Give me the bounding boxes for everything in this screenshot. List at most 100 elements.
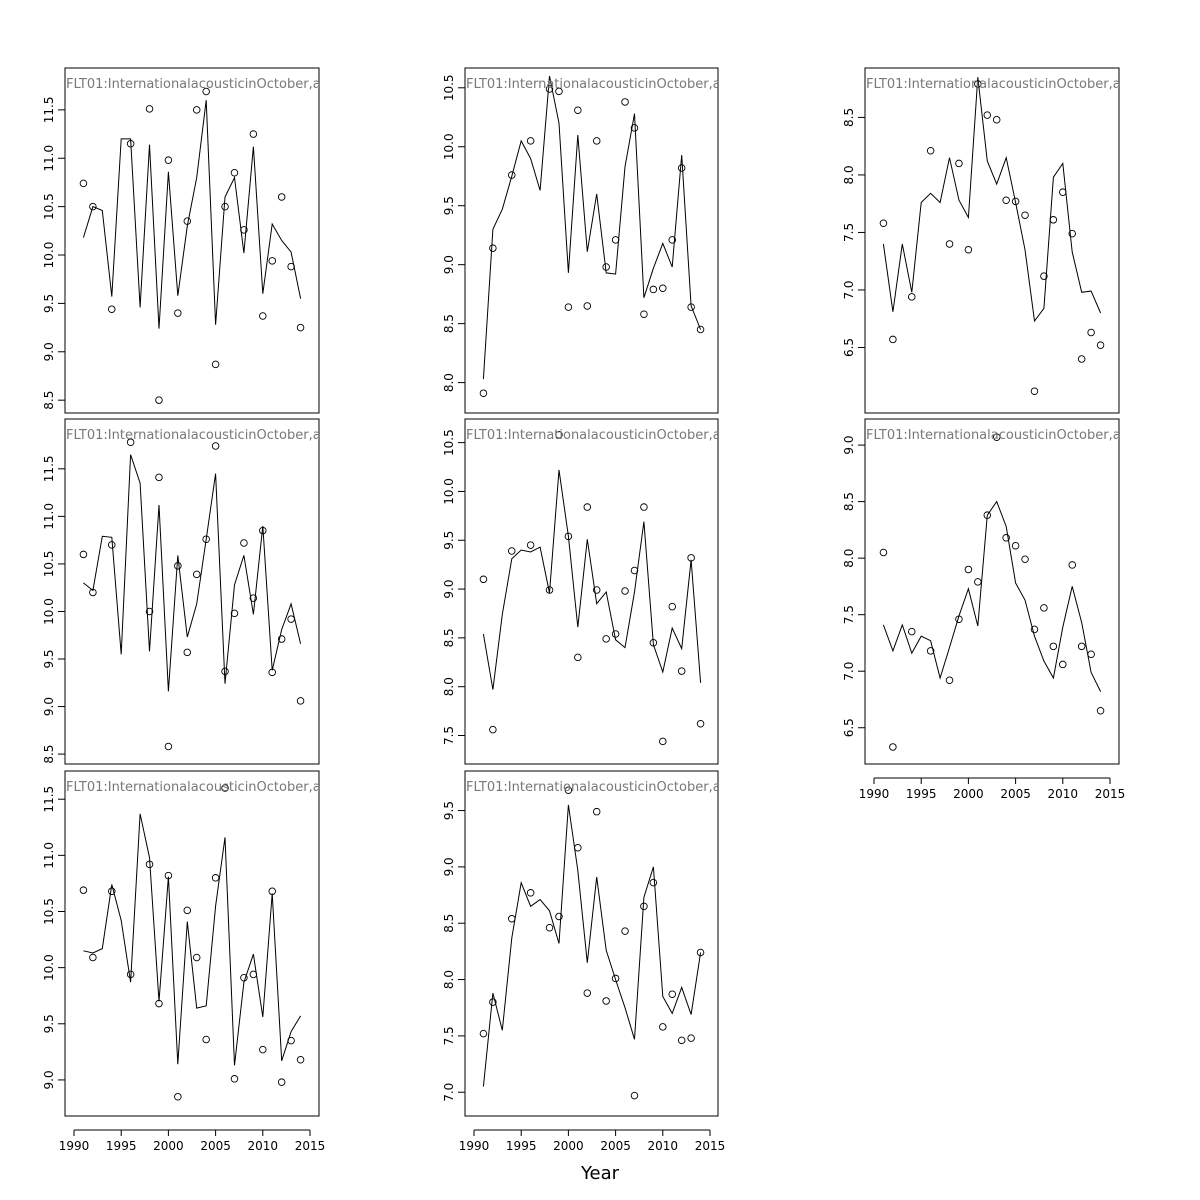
observed-point bbox=[668, 990, 676, 998]
observed-point bbox=[89, 588, 97, 597]
observed-point bbox=[668, 236, 676, 244]
x-tick-label: 2015 bbox=[295, 1139, 326, 1153]
panel-c: 6.5 7.0 7.5 8.0 8.5 FLT01:Internationalacoust… bbox=[842, 67, 1129, 414]
y-tick-label: 11.5 bbox=[42, 97, 56, 124]
y-tick-label: 8.0 bbox=[842, 165, 856, 184]
y-tick-label: 8.5 bbox=[842, 492, 856, 511]
y-tick-label: 8.5 bbox=[842, 108, 856, 127]
y-tick-label: 9.5 bbox=[42, 1014, 56, 1033]
x-tick-label: 2015 bbox=[695, 1139, 726, 1153]
observed-point bbox=[211, 442, 220, 450]
observed-point bbox=[240, 973, 248, 982]
observed-point bbox=[108, 541, 116, 549]
observed-point bbox=[202, 535, 210, 543]
observed-point bbox=[489, 244, 497, 252]
observed-point bbox=[583, 302, 592, 310]
observed-point bbox=[183, 217, 192, 225]
panel-d: 8.5 9.0 9.5 10.0 10.5 11.0 11.5 FLT01:Internati… bbox=[42, 418, 320, 765]
observed-point bbox=[889, 743, 897, 751]
y-tick-label: 8.5 bbox=[442, 628, 456, 647]
y-tick-label: 8.0 bbox=[842, 549, 856, 568]
observed-point bbox=[564, 786, 573, 795]
observed-point bbox=[296, 697, 305, 705]
observed-point bbox=[268, 668, 276, 677]
panel-frame bbox=[64, 418, 320, 765]
observed-point bbox=[1002, 534, 1010, 542]
y-tick-label: 9.0 bbox=[442, 857, 456, 876]
fitted-line bbox=[482, 804, 702, 1087]
observed-point bbox=[164, 871, 173, 880]
panel-title: FLT01:InternationalacousticinOctober,ag bbox=[466, 77, 729, 92]
observed-point bbox=[696, 325, 705, 334]
observed-point bbox=[574, 843, 582, 852]
y-tick-label: 8.5 bbox=[442, 314, 456, 333]
y-tick-label: 8.5 bbox=[442, 914, 456, 933]
fitted-line bbox=[83, 454, 302, 692]
observed-point bbox=[268, 887, 276, 896]
x-tick-label: 1995 bbox=[506, 1139, 537, 1153]
observed-point bbox=[1077, 355, 1086, 363]
observed-point bbox=[145, 860, 154, 869]
panel-title: FLT01:InternationalacousticinOctober,ag bbox=[866, 77, 1129, 92]
observed-point bbox=[230, 609, 239, 618]
observed-point bbox=[526, 541, 535, 549]
observed-point bbox=[964, 565, 973, 574]
observed-point bbox=[545, 85, 554, 93]
observed-point bbox=[659, 1023, 667, 1031]
observed-point bbox=[602, 635, 610, 643]
fitted-line bbox=[482, 75, 702, 380]
observed-point bbox=[621, 98, 629, 106]
observed-point bbox=[211, 360, 220, 369]
y-tick-label: 10.0 bbox=[442, 133, 456, 160]
observed-point bbox=[479, 1029, 488, 1038]
y-tick-label: 10.0 bbox=[42, 242, 56, 269]
observed-point bbox=[659, 284, 667, 293]
observed-point bbox=[640, 310, 648, 318]
observed-point bbox=[126, 139, 135, 148]
y-tick-label: 7.0 bbox=[842, 662, 856, 681]
observed-point bbox=[1096, 707, 1105, 715]
observed-point bbox=[955, 615, 963, 623]
observed-point bbox=[649, 639, 658, 647]
x-tick-label: 2000 bbox=[153, 1139, 184, 1153]
observed-point bbox=[183, 906, 192, 915]
fitted-line bbox=[83, 813, 302, 1066]
x-tick-label: 2015 bbox=[1095, 787, 1126, 801]
y-tick-label: 7.0 bbox=[442, 1083, 456, 1102]
observed-point bbox=[211, 874, 220, 882]
observed-point bbox=[974, 578, 982, 586]
observed-point bbox=[1068, 229, 1076, 238]
panel-content: FLT01:InternationalacousticinOctober,ag bbox=[466, 428, 718, 746]
observed-point bbox=[677, 164, 686, 172]
observed-point bbox=[677, 667, 686, 675]
observed-point bbox=[564, 532, 573, 541]
observed-point bbox=[164, 742, 173, 751]
observed-point bbox=[221, 784, 229, 792]
observed-point bbox=[296, 323, 305, 332]
observed-point bbox=[259, 526, 267, 535]
fitted-line bbox=[882, 500, 1102, 692]
panel-content: FLT01:InternationalacousticinOctober,ag bbox=[66, 77, 319, 404]
observed-point bbox=[983, 111, 992, 119]
observed-point bbox=[659, 737, 667, 746]
panel-g: 9.0 9.5 10.0 10.5 11.0 11.5 1990 1995 2000 2005 20… bbox=[42, 770, 326, 1153]
observed-point bbox=[1021, 211, 1029, 219]
observed-point bbox=[687, 1034, 695, 1042]
y-tick-label: 8.5 bbox=[42, 391, 56, 410]
observed-point bbox=[192, 953, 201, 962]
y-tick-label: 10.5 bbox=[42, 551, 56, 578]
observed-point bbox=[202, 87, 210, 96]
fitted-line bbox=[882, 77, 1102, 323]
observed-point bbox=[1011, 197, 1020, 206]
y-tick-label: 11.0 bbox=[42, 842, 56, 869]
observed-point bbox=[526, 889, 535, 897]
observed-point bbox=[287, 615, 295, 623]
observed-point bbox=[79, 179, 88, 188]
observed-point bbox=[621, 927, 629, 935]
observed-point bbox=[145, 607, 154, 616]
observed-point bbox=[145, 105, 154, 113]
observed-point bbox=[155, 396, 163, 404]
observed-point bbox=[1040, 272, 1048, 280]
panel-e: 7.5 8.0 8.5 9.0 9.5 10.0 10.5 FLT01:Internation… bbox=[442, 418, 719, 765]
observed-point bbox=[489, 725, 497, 734]
